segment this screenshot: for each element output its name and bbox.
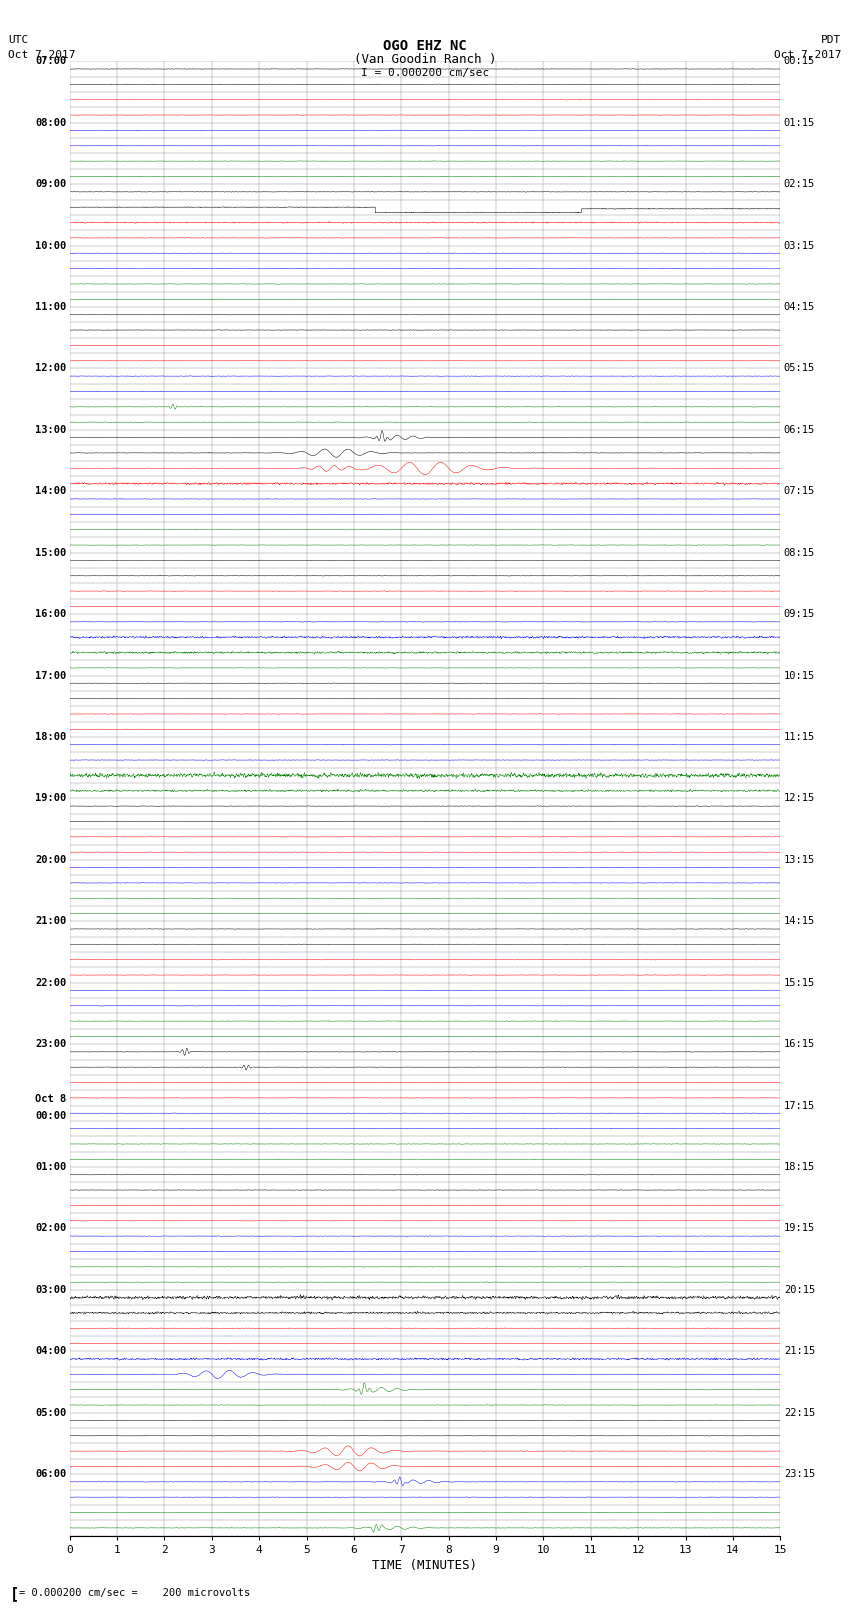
Text: 14:15: 14:15 xyxy=(784,916,815,926)
Text: 12:15: 12:15 xyxy=(784,794,815,803)
Text: 08:00: 08:00 xyxy=(35,118,66,127)
Text: 20:00: 20:00 xyxy=(35,855,66,865)
Text: 10:00: 10:00 xyxy=(35,240,66,250)
Text: 20:15: 20:15 xyxy=(784,1286,815,1295)
Text: 15:15: 15:15 xyxy=(784,977,815,987)
Text: Oct 7,2017: Oct 7,2017 xyxy=(774,50,842,60)
Text: = 0.000200 cm/sec =    200 microvolts: = 0.000200 cm/sec = 200 microvolts xyxy=(19,1589,250,1598)
Text: 11:15: 11:15 xyxy=(784,732,815,742)
Text: 18:15: 18:15 xyxy=(784,1161,815,1173)
Text: 21:00: 21:00 xyxy=(35,916,66,926)
Text: Oct 7,2017: Oct 7,2017 xyxy=(8,50,76,60)
Text: 22:15: 22:15 xyxy=(784,1408,815,1418)
Text: 23:00: 23:00 xyxy=(35,1039,66,1048)
Text: 09:15: 09:15 xyxy=(784,610,815,619)
Text: 16:00: 16:00 xyxy=(35,610,66,619)
Text: 03:00: 03:00 xyxy=(35,1286,66,1295)
Text: 19:15: 19:15 xyxy=(784,1223,815,1234)
Text: 02:00: 02:00 xyxy=(35,1223,66,1234)
Text: 21:15: 21:15 xyxy=(784,1347,815,1357)
Text: 17:00: 17:00 xyxy=(35,671,66,681)
Text: (Van Goodin Ranch ): (Van Goodin Ranch ) xyxy=(354,53,496,66)
Text: OGO EHZ NC: OGO EHZ NC xyxy=(383,39,467,53)
Text: 06:15: 06:15 xyxy=(784,424,815,436)
Text: UTC: UTC xyxy=(8,35,29,45)
Text: 16:15: 16:15 xyxy=(784,1039,815,1048)
Text: 19:00: 19:00 xyxy=(35,794,66,803)
Text: 13:15: 13:15 xyxy=(784,855,815,865)
Text: 04:15: 04:15 xyxy=(784,302,815,311)
Text: Oct 8: Oct 8 xyxy=(35,1094,66,1103)
Text: 05:15: 05:15 xyxy=(784,363,815,374)
Text: 07:00: 07:00 xyxy=(35,56,66,66)
Text: 12:00: 12:00 xyxy=(35,363,66,374)
Text: 08:15: 08:15 xyxy=(784,548,815,558)
Text: 23:15: 23:15 xyxy=(784,1469,815,1479)
Text: 11:00: 11:00 xyxy=(35,302,66,311)
Text: 18:00: 18:00 xyxy=(35,732,66,742)
Text: 00:00: 00:00 xyxy=(35,1111,66,1121)
Text: 07:15: 07:15 xyxy=(784,486,815,497)
Text: [: [ xyxy=(10,1586,20,1602)
Text: 03:15: 03:15 xyxy=(784,240,815,250)
X-axis label: TIME (MINUTES): TIME (MINUTES) xyxy=(372,1558,478,1571)
Text: 13:00: 13:00 xyxy=(35,424,66,436)
Text: 17:15: 17:15 xyxy=(784,1100,815,1111)
Text: I = 0.000200 cm/sec: I = 0.000200 cm/sec xyxy=(361,68,489,77)
Text: PDT: PDT xyxy=(821,35,842,45)
Text: 15:00: 15:00 xyxy=(35,548,66,558)
Text: 14:00: 14:00 xyxy=(35,486,66,497)
Text: 04:00: 04:00 xyxy=(35,1347,66,1357)
Text: 05:00: 05:00 xyxy=(35,1408,66,1418)
Text: 02:15: 02:15 xyxy=(784,179,815,189)
Text: 06:00: 06:00 xyxy=(35,1469,66,1479)
Text: 01:00: 01:00 xyxy=(35,1161,66,1173)
Text: 00:15: 00:15 xyxy=(784,56,815,66)
Text: 22:00: 22:00 xyxy=(35,977,66,987)
Text: 10:15: 10:15 xyxy=(784,671,815,681)
Text: 01:15: 01:15 xyxy=(784,118,815,127)
Text: 09:00: 09:00 xyxy=(35,179,66,189)
